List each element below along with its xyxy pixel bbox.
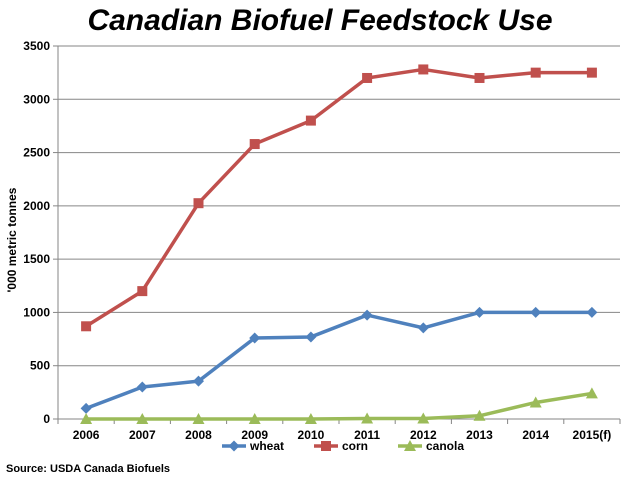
legend-item-canola: canola — [398, 439, 464, 453]
legend-marker — [404, 440, 416, 451]
corn-point — [305, 115, 316, 126]
x-tick-label: 2010 — [298, 428, 325, 442]
legend-label: corn — [342, 439, 368, 453]
canola-point — [529, 396, 542, 408]
corn-line — [85, 67, 592, 328]
x-tick-label: 2013 — [466, 428, 493, 442]
x-tick-label: 2014 — [522, 428, 549, 442]
y-tick-label: 500 — [30, 359, 50, 373]
legend: wheat corn canola — [222, 439, 464, 453]
canola-point — [192, 413, 205, 424]
wheat-point — [80, 402, 92, 414]
x-tick-label: 2011 — [354, 428, 380, 442]
source-note: Source: USDA Canada Biofuels — [6, 463, 171, 475]
y-tick-label: 3500 — [23, 39, 50, 53]
wheat-point — [361, 309, 373, 321]
legend-marker — [321, 441, 331, 451]
x-tick-label: 2007 — [129, 428, 156, 442]
wheat-line — [85, 310, 592, 410]
y-tick-label: 2000 — [23, 199, 50, 213]
y-tick-label: 1000 — [23, 305, 50, 319]
series-canola — [80, 387, 598, 424]
corn-point — [586, 67, 597, 78]
wheat-point — [305, 331, 317, 343]
y-tick-label: 1500 — [23, 252, 50, 266]
corn-point — [362, 72, 373, 83]
canola-point — [361, 412, 374, 424]
canola-point — [248, 413, 261, 424]
chart-title: Canadian Biofuel Feedstock Use — [87, 4, 553, 37]
x-tick-label: 2015(f) — [573, 428, 612, 442]
legend-marker — [228, 440, 240, 452]
x-tick-label: 2006 — [73, 428, 100, 442]
legend-item-wheat: wheat — [222, 439, 284, 453]
y-tick-label: 3000 — [23, 92, 50, 106]
canola-point — [304, 413, 317, 424]
corn-point — [249, 139, 260, 150]
corn-point — [137, 286, 148, 297]
wheat-point — [136, 381, 148, 393]
canola-point — [417, 412, 430, 424]
canola-line — [86, 391, 593, 421]
wheat-point — [249, 332, 261, 344]
wheat-point — [193, 375, 204, 387]
series-corn — [81, 64, 597, 332]
canola-point — [136, 413, 149, 424]
legend-item-corn: corn — [314, 439, 368, 453]
wheat-point — [586, 306, 598, 318]
x-tick-label: 2012 — [410, 428, 437, 442]
wheat-point — [530, 306, 542, 318]
canola-point — [585, 387, 598, 399]
axes: 0 500 1000 1500 2000 2500 3000 3500 2006 2007 2008… — [23, 39, 621, 442]
canola-point — [80, 413, 93, 424]
y-axis-label: '000 metric tonnes — [5, 187, 19, 292]
x-tick-label: 2008 — [185, 428, 212, 442]
corn-point — [418, 64, 429, 75]
legend-label: wheat — [249, 439, 284, 453]
x-tick-label: 2009 — [241, 428, 268, 442]
series-wheat — [80, 306, 598, 414]
y-tick-label: 2500 — [23, 146, 50, 160]
corn-point — [193, 198, 204, 209]
series — [80, 64, 598, 424]
corn-point — [530, 67, 541, 78]
corn-point — [474, 72, 485, 83]
corn-point — [81, 321, 92, 332]
wheat-point — [474, 306, 485, 318]
wheat-point — [417, 322, 429, 334]
y-tick-label: 0 — [43, 412, 50, 426]
canola-point — [473, 409, 486, 421]
legend-label: canola — [426, 439, 464, 453]
